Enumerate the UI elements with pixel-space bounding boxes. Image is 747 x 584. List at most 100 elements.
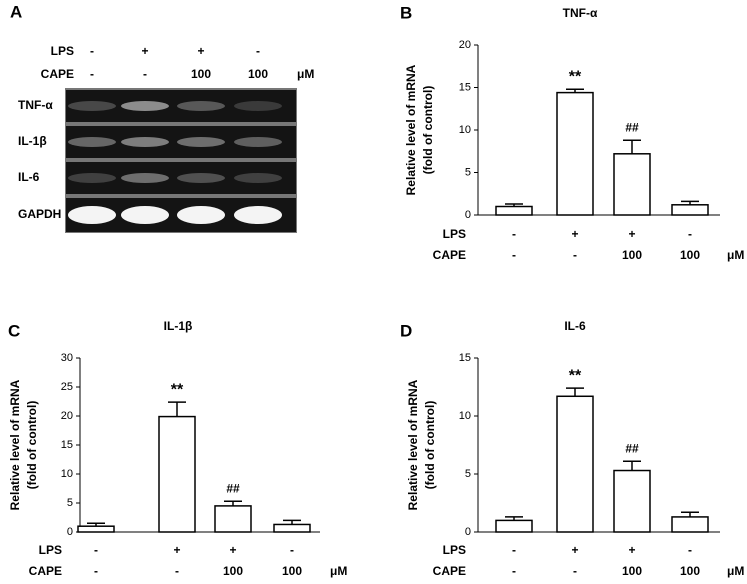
gel-band xyxy=(68,206,116,224)
treatment-value: 100 xyxy=(191,67,211,81)
gel-band xyxy=(234,173,282,183)
gel-band xyxy=(121,137,169,147)
treatment-value: 100 xyxy=(248,67,268,81)
unit: μM xyxy=(727,248,744,262)
bar xyxy=(556,395,594,533)
bar xyxy=(273,523,311,533)
gel-band xyxy=(177,101,225,111)
panel-label: A xyxy=(10,2,22,21)
treatment-value: + xyxy=(628,227,635,241)
bar xyxy=(77,525,115,533)
band-label: GAPDH xyxy=(18,207,61,221)
treatment-value: 100 xyxy=(622,564,642,578)
treatment-value: + xyxy=(571,543,578,557)
significance: ** xyxy=(569,68,582,85)
treatment-value: - xyxy=(90,67,94,81)
treatment-value: - xyxy=(512,248,516,262)
significance: ## xyxy=(625,120,639,134)
unit: μM xyxy=(297,67,314,81)
gel-lane xyxy=(66,90,296,122)
bar xyxy=(613,469,651,533)
treatment-value: - xyxy=(573,248,577,262)
panel-label: C xyxy=(8,321,20,340)
treatment-value: + xyxy=(197,44,204,58)
y-tick-label: 20 xyxy=(459,39,471,51)
y-axis-label: (fold of control) xyxy=(423,401,437,490)
gel-band xyxy=(234,101,282,111)
y-tick-label: 5 xyxy=(465,166,471,178)
significance: ## xyxy=(226,481,240,495)
treatment-value: + xyxy=(141,44,148,58)
gel-band xyxy=(68,101,116,111)
treatment-value: + xyxy=(173,543,180,557)
y-axis-label: Relative level of mRNA xyxy=(8,379,22,510)
treatment-value: - xyxy=(94,564,98,578)
treatment-value: + xyxy=(229,543,236,557)
significance: ** xyxy=(569,367,582,384)
treatment-value: - xyxy=(143,67,147,81)
unit: μM xyxy=(727,564,744,578)
panel-label: B xyxy=(400,3,412,22)
treatment-value: 100 xyxy=(282,564,302,578)
band-label: TNF-α xyxy=(18,98,53,112)
treatment-value: 100 xyxy=(680,248,700,262)
treatment-value: - xyxy=(688,543,692,557)
y-tick-label: 30 xyxy=(61,352,73,364)
treatment-value: - xyxy=(512,543,516,557)
treatment-name: LPS xyxy=(443,543,466,557)
chart-title: TNF-α xyxy=(563,6,598,20)
treatment-name: CAPE xyxy=(433,564,466,578)
bar xyxy=(495,519,533,533)
treatment-value: + xyxy=(571,227,578,241)
treatment-value: - xyxy=(688,227,692,241)
y-tick-label: 0 xyxy=(465,209,471,221)
treatment-name: CAPE xyxy=(41,67,74,81)
gel-band xyxy=(68,137,116,147)
bar xyxy=(158,415,196,533)
y-tick-label: 5 xyxy=(465,468,471,480)
treatment-name: LPS xyxy=(39,543,62,557)
bar xyxy=(556,91,594,216)
y-tick-label: 5 xyxy=(67,497,73,509)
gel-band xyxy=(121,101,169,111)
bar xyxy=(214,505,252,533)
gel-band xyxy=(68,173,116,183)
treatment-name: CAPE xyxy=(433,248,466,262)
y-tick-label: 15 xyxy=(459,352,471,364)
treatment-value: - xyxy=(94,543,98,557)
treatment-name: CAPE xyxy=(29,564,62,578)
gel-band xyxy=(121,206,169,224)
gel-band xyxy=(177,173,225,183)
gel-band xyxy=(177,137,225,147)
treatment-value: - xyxy=(175,564,179,578)
chart-title: IL-6 xyxy=(564,319,586,333)
y-axis-label: (fold of control) xyxy=(25,401,39,490)
y-tick-label: 10 xyxy=(61,468,73,480)
y-tick-label: 0 xyxy=(465,526,471,538)
bar xyxy=(671,516,709,533)
y-axis-label: Relative level of mRNA xyxy=(404,64,418,195)
treatment-value: - xyxy=(290,543,294,557)
y-tick-label: 0 xyxy=(67,526,73,538)
y-axis-label: Relative level of mRNA xyxy=(406,379,420,510)
y-tick-label: 15 xyxy=(459,81,471,93)
treatment-value: - xyxy=(256,44,260,58)
band-label: IL-1β xyxy=(18,134,47,148)
unit: μM xyxy=(330,564,347,578)
treatment-value: 100 xyxy=(622,248,642,262)
y-tick-label: 25 xyxy=(61,381,73,393)
treatment-value: - xyxy=(512,564,516,578)
gel-band xyxy=(234,137,282,147)
bar xyxy=(613,153,651,216)
y-tick-label: 10 xyxy=(459,124,471,136)
y-tick-label: 20 xyxy=(61,410,73,422)
treatment-value: 100 xyxy=(223,564,243,578)
panel-label: D xyxy=(400,321,412,340)
treatment-value: + xyxy=(628,543,635,557)
y-axis-label: (fold of control) xyxy=(421,86,435,175)
treatment-value: - xyxy=(90,44,94,58)
bar xyxy=(495,205,533,216)
bar xyxy=(671,204,709,216)
